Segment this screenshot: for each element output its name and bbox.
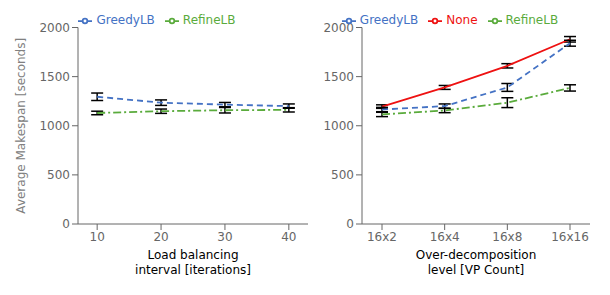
svg-text:Average Makespan [seconds]: Average Makespan [seconds]: [14, 38, 28, 214]
svg-text:1000: 1000: [39, 119, 70, 133]
svg-text:16x16: 16x16: [551, 230, 589, 244]
svg-text:16x2: 16x2: [367, 230, 397, 244]
html-text:None: None: [446, 13, 478, 27]
svg-text:1500: 1500: [39, 70, 70, 84]
svg-text:10: 10: [90, 230, 105, 244]
svg-text:30: 30: [217, 230, 232, 244]
svg-text:16x4: 16x4: [430, 230, 460, 244]
svg-text:0: 0: [346, 217, 354, 231]
html-text:GreedyLB: GreedyLB: [96, 13, 155, 27]
svg-text:20: 20: [153, 230, 168, 244]
svg-text:1000: 1000: [323, 119, 354, 133]
html-text:GreedyLB: GreedyLB: [359, 13, 419, 27]
html-text:Load balancing interval [itera: Load balancing interval [iterations]: [135, 248, 251, 277]
html-text:RefineLB: RefineLB: [505, 13, 559, 27]
svg-text:0: 0: [62, 217, 70, 231]
svg-text:2000: 2000: [323, 21, 354, 35]
svg-text:16x8: 16x8: [492, 230, 522, 244]
svg-text:500: 500: [47, 168, 70, 182]
svg-text:40: 40: [281, 230, 296, 244]
svg-text:500: 500: [331, 168, 354, 182]
svg-text:1500: 1500: [323, 70, 354, 84]
svg-text:2000: 2000: [39, 21, 70, 35]
html-text:Over-decomposition level [VP C: Over-decomposition level [VP Count]: [415, 248, 537, 277]
html-text:RefineLB: RefineLB: [182, 13, 236, 27]
